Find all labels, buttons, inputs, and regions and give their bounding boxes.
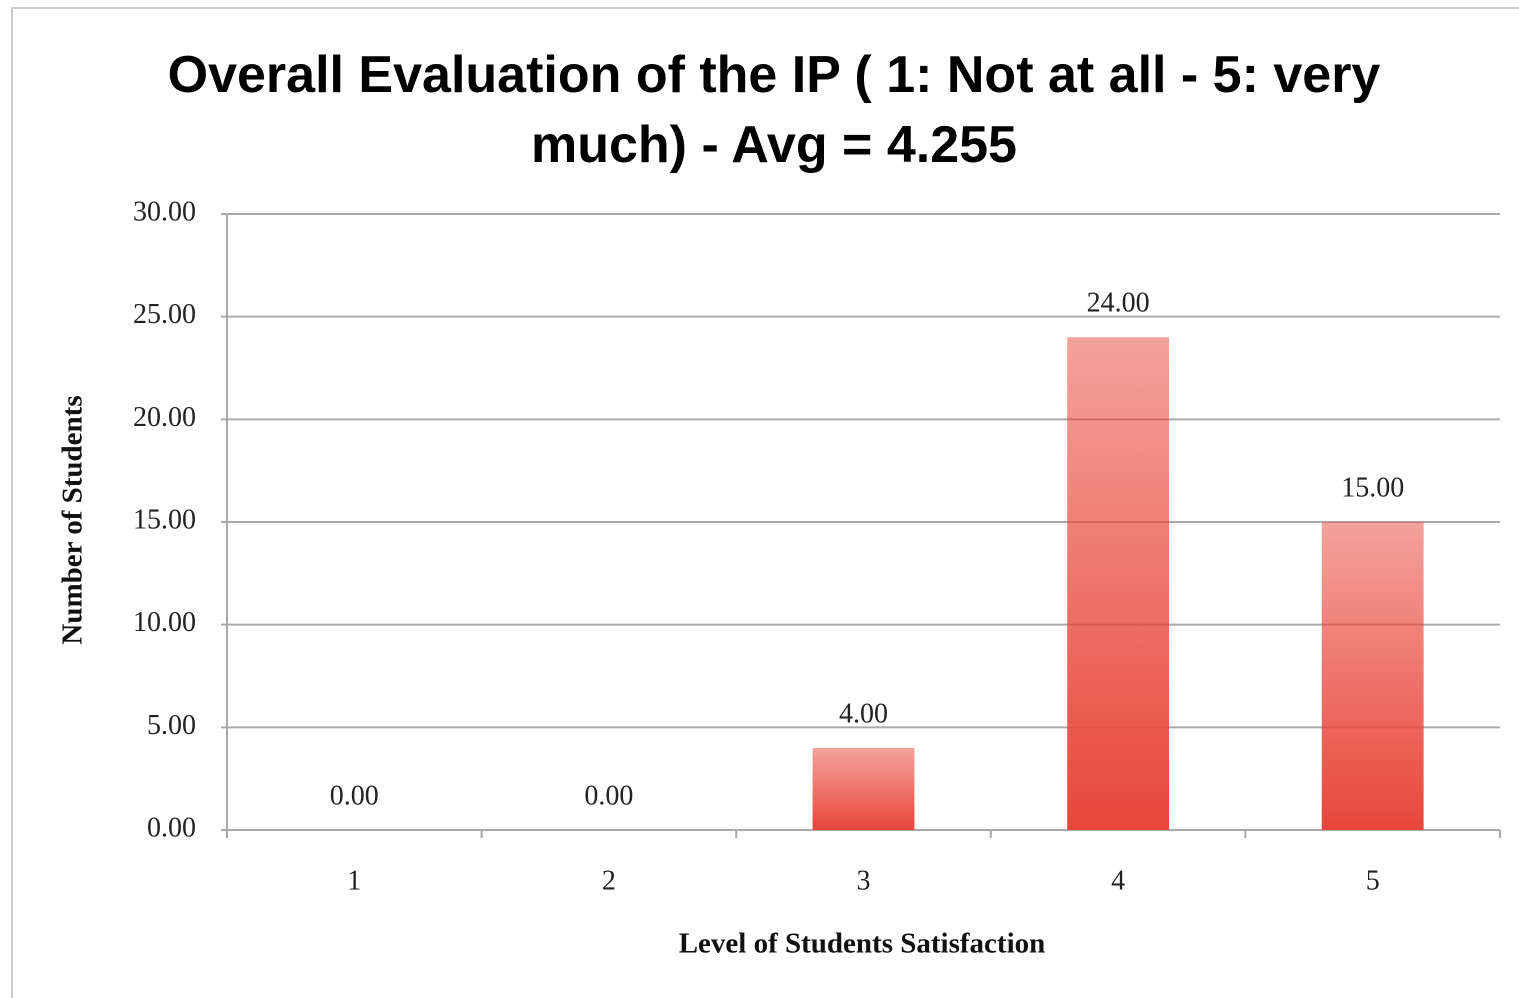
- y-tick-label: 15.00: [133, 504, 196, 535]
- y-tick-label: 25.00: [133, 299, 196, 330]
- x-tick-label: 3: [857, 865, 871, 896]
- bar: [812, 747, 915, 830]
- y-tick-label: 0.00: [147, 812, 196, 843]
- value-label: 0.00: [330, 780, 379, 811]
- value-label: 15.00: [1341, 472, 1404, 503]
- chart-frame: [11, 7, 1519, 998]
- y-tick-label: 5.00: [147, 710, 196, 741]
- chart-title: Overall Evaluation of the IP ( 1: Not at…: [167, 46, 1381, 174]
- y-tick-label: 20.00: [133, 402, 196, 433]
- x-tick-label: 2: [602, 865, 616, 896]
- value-label: 24.00: [1087, 288, 1150, 319]
- y-tick-label: 30.00: [133, 196, 196, 227]
- value-label: 0.00: [584, 780, 633, 811]
- bar: [1321, 522, 1424, 830]
- x-tick-label: 1: [347, 865, 361, 896]
- x-tick-label: 4: [1111, 865, 1125, 896]
- y-tick-label: 10.00: [133, 607, 196, 638]
- y-axis-label: Number of Students: [57, 395, 89, 644]
- value-label: 4.00: [839, 698, 888, 729]
- x-tick-label: 5: [1366, 865, 1380, 896]
- bar: [1067, 337, 1170, 830]
- x-axis-label: Level of Students Satisfaction: [679, 928, 1046, 960]
